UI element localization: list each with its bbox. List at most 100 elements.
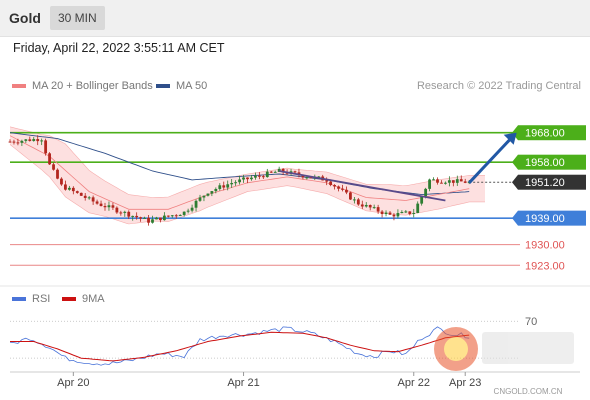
- candle-body: [12, 141, 16, 143]
- candle-body: [463, 181, 467, 183]
- candle-body: [257, 175, 261, 177]
- candle-body: [281, 168, 285, 173]
- forecast-arrow-head: [503, 132, 517, 145]
- candle-body: [131, 215, 135, 217]
- level-label-1930.00: 1930.00: [525, 240, 565, 252]
- candle-body: [408, 211, 412, 214]
- watermark-logo-wordmark: [482, 332, 574, 364]
- candle-body: [380, 211, 384, 215]
- candle-body: [250, 177, 253, 180]
- candle-body: [103, 206, 107, 208]
- candle-body: [147, 217, 150, 223]
- candle-body: [48, 153, 51, 165]
- candle-body: [349, 192, 352, 200]
- candle-body: [159, 217, 162, 221]
- candle-body: [16, 142, 20, 144]
- candle-body: [447, 180, 451, 183]
- candle-body: [139, 217, 143, 219]
- candle-body: [83, 195, 87, 198]
- legend-swatch-9ma: [62, 297, 76, 301]
- candle-body: [127, 211, 131, 217]
- candle-body: [20, 140, 24, 143]
- candle-body: [238, 179, 241, 183]
- candle-body: [28, 139, 32, 141]
- candle-body: [451, 180, 455, 183]
- candle-body: [261, 176, 265, 178]
- candle-body: [71, 187, 75, 192]
- rsi-tick-70: 70: [525, 316, 537, 328]
- candle-body: [400, 212, 404, 214]
- candle-body: [210, 191, 214, 194]
- candle-body: [178, 214, 182, 216]
- candle-body: [123, 211, 127, 213]
- candle-body: [95, 201, 99, 204]
- level-label-box-1939.00: [518, 210, 586, 226]
- bollinger-band-fill: [10, 126, 485, 224]
- candle-body: [412, 212, 416, 214]
- candle-body: [202, 195, 206, 198]
- candle-body: [360, 204, 364, 207]
- candle-body: [222, 185, 226, 188]
- level-label-1958.00: 1958.00: [525, 157, 565, 169]
- rsi-9ma-line: [10, 331, 470, 362]
- candle-body: [416, 203, 420, 213]
- candle-body: [24, 139, 28, 141]
- candle-body: [115, 207, 119, 213]
- candle-body: [444, 182, 447, 184]
- candle-body: [230, 182, 234, 185]
- candle-body: [305, 177, 309, 179]
- candle-body: [325, 180, 329, 182]
- candle-body: [36, 139, 40, 142]
- candle-body: [111, 205, 115, 208]
- level-label-1923.00: 1923.00: [525, 260, 565, 272]
- candle-body: [277, 168, 281, 172]
- candle-body: [40, 140, 44, 142]
- x-tick-label-Apr-20: Apr 20: [57, 377, 89, 389]
- candle-body: [174, 215, 178, 217]
- candle-body: [143, 217, 146, 219]
- candle-body: [317, 176, 321, 178]
- candle-body: [214, 188, 218, 192]
- candle-body: [420, 196, 424, 204]
- candle-body: [198, 197, 202, 201]
- candle-body: [293, 171, 297, 173]
- candle-body: [432, 179, 435, 181]
- candle-body: [368, 204, 372, 208]
- level-label-arrow-1951.20: [512, 174, 518, 190]
- candle-body: [436, 179, 439, 183]
- candle-body: [206, 193, 210, 196]
- ma20-line: [9, 135, 470, 210]
- watermark-site: CNGOLD.COM.CN: [494, 387, 563, 396]
- candle-body: [107, 205, 111, 208]
- chart-timestamp: Friday, April 22, 2022 3:55:11 AM CET: [13, 41, 225, 55]
- candle-body: [218, 185, 222, 189]
- legend-ma50: MA 50: [156, 80, 207, 92]
- candle-body: [170, 215, 174, 217]
- candle-body: [99, 203, 103, 207]
- candle-body: [265, 171, 269, 178]
- level-label-1968.00: 1968.00: [525, 128, 565, 140]
- timeframe-button[interactable]: 30 MIN: [50, 6, 105, 30]
- candle-body: [269, 171, 273, 173]
- candle-body: [75, 191, 79, 193]
- forecast-arrow-shaft: [468, 137, 512, 184]
- candle-body: [190, 207, 194, 211]
- header-bar: Gold 30 MIN: [0, 0, 590, 37]
- level-label-box-1958.00: [518, 154, 586, 170]
- candle-body: [56, 169, 59, 179]
- candle-body: [135, 215, 139, 218]
- candle-body: [345, 189, 348, 193]
- legend-label-ma50: MA 50: [176, 80, 208, 92]
- candle-body: [151, 219, 154, 223]
- level-label-arrow-1958.00: [512, 154, 518, 170]
- candle-body: [226, 184, 230, 188]
- candle-body: [388, 212, 392, 215]
- candle-body: [428, 179, 431, 189]
- candles: [8, 135, 471, 226]
- candle-body: [79, 192, 83, 196]
- candle-body: [356, 199, 360, 205]
- x-tick-label-Apr-22: Apr 22: [398, 377, 430, 389]
- legend-label-rsi: RSI: [32, 293, 51, 305]
- x-tick-label-Apr-21: Apr 21: [227, 377, 259, 389]
